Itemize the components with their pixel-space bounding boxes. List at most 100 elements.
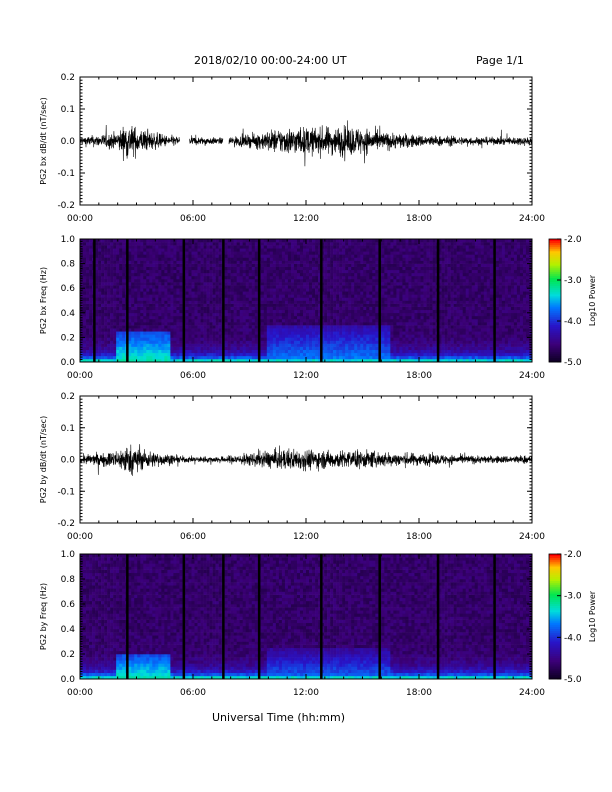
heatmap-cell — [146, 312, 150, 317]
heatmap-cell — [203, 331, 207, 335]
heatmap-cell — [209, 315, 213, 320]
heatmap-cell — [89, 331, 93, 335]
heatmap-cell — [164, 254, 168, 258]
heatmap-cell — [354, 315, 358, 320]
heatmap-cell — [200, 291, 204, 295]
heatmap-cell — [95, 334, 99, 338]
heatmap-cell — [254, 300, 259, 304]
heatmap-cell — [230, 291, 234, 295]
heatmap-cell — [327, 309, 331, 314]
heatmap-cell — [309, 285, 313, 289]
heatmap-cell — [173, 260, 177, 264]
heatmap-cell — [194, 355, 198, 360]
heatmap-cell — [312, 312, 316, 317]
heatmap-cell — [321, 340, 325, 344]
heatmap-cell — [107, 337, 111, 341]
heatmap-cell — [122, 257, 126, 261]
y-tick-label: 0.0 — [61, 137, 76, 147]
heatmap-cell — [432, 272, 436, 277]
heatmap-cell — [366, 278, 370, 283]
heatmap-cell — [426, 334, 430, 338]
heatmap-cell — [122, 355, 126, 360]
heatmap-cell — [299, 328, 304, 332]
heatmap-cell — [227, 352, 231, 357]
heatmap-cell — [218, 337, 222, 341]
heatmap-cell — [296, 266, 301, 271]
heatmap-cell — [200, 282, 204, 286]
heatmap-cell — [119, 315, 123, 320]
heatmap-cell — [263, 349, 268, 354]
heatmap-cell — [134, 260, 138, 264]
heatmap-cell — [357, 254, 361, 258]
heatmap-cell — [423, 239, 427, 243]
heatmap-cell — [354, 355, 358, 360]
heatmap-cell — [318, 269, 322, 274]
heatmap-cell — [101, 306, 105, 311]
heatmap-cell — [236, 328, 240, 332]
heatmap-cell — [281, 260, 286, 264]
heatmap-cell — [399, 269, 403, 274]
heatmap-cell — [206, 263, 210, 267]
heatmap-cell — [134, 331, 138, 335]
heatmap-cell — [281, 275, 286, 280]
heatmap-cell — [104, 260, 108, 264]
heatmap-cell — [309, 312, 313, 317]
heatmap-cell — [363, 275, 367, 280]
heatmap-cell — [110, 337, 114, 341]
heatmap-cell — [315, 272, 319, 277]
heatmap-cell — [104, 306, 108, 311]
heatmap-cell — [390, 303, 394, 307]
heatmap-cell — [131, 328, 135, 332]
heatmap-cell — [372, 331, 376, 335]
heatmap-cell — [209, 352, 213, 357]
heatmap-cell — [98, 282, 102, 286]
heatmap-cell — [321, 248, 325, 252]
heatmap-cell — [293, 275, 298, 280]
heatmap-cell — [134, 322, 138, 326]
heatmap-cell — [299, 297, 304, 301]
heatmap-cell — [411, 306, 415, 311]
heatmap-cell — [215, 269, 219, 274]
heatmap-cell — [396, 257, 400, 261]
heatmap-cell — [230, 272, 234, 277]
heatmap-cell — [414, 315, 418, 320]
heatmap-cell — [254, 239, 259, 243]
heatmap-cell — [345, 245, 349, 249]
heatmap-cell — [327, 248, 331, 252]
heatmap-cell — [287, 300, 292, 304]
heatmap-cell — [293, 343, 298, 347]
heatmap-cell — [324, 242, 328, 246]
heatmap-cell — [339, 278, 343, 283]
heatmap-cell — [176, 312, 180, 317]
heatmap-cell — [98, 315, 102, 320]
heatmap-cell — [348, 282, 352, 286]
heatmap-cell — [158, 248, 162, 252]
heatmap-cell — [122, 303, 126, 307]
heatmap-cell — [230, 300, 234, 304]
heatmap-cell — [324, 239, 328, 243]
heatmap-cell — [272, 309, 277, 314]
heatmap-cell — [200, 334, 204, 338]
heatmap-cell — [348, 263, 352, 267]
heatmap-cell — [200, 272, 204, 277]
heatmap-cell — [438, 263, 442, 267]
heatmap-cell — [284, 266, 289, 271]
heatmap-cell — [293, 285, 298, 289]
heatmap-cell — [146, 275, 150, 280]
heatmap-cell — [134, 328, 138, 332]
heatmap-cell — [354, 318, 358, 323]
heatmap-cell — [396, 315, 400, 320]
heatmap-cell — [188, 282, 192, 286]
heatmap-cell — [173, 322, 177, 326]
heatmap-cell — [170, 285, 174, 289]
heatmap-cell — [426, 254, 430, 258]
heatmap-cell — [251, 251, 256, 255]
heatmap-cell — [152, 272, 156, 277]
heatmap-cell — [224, 260, 228, 264]
heatmap-cell — [245, 343, 250, 347]
heatmap-cell — [239, 340, 244, 344]
heatmap-cell — [104, 309, 108, 314]
heatmap-cell — [89, 239, 93, 243]
heatmap-cell — [345, 257, 349, 261]
